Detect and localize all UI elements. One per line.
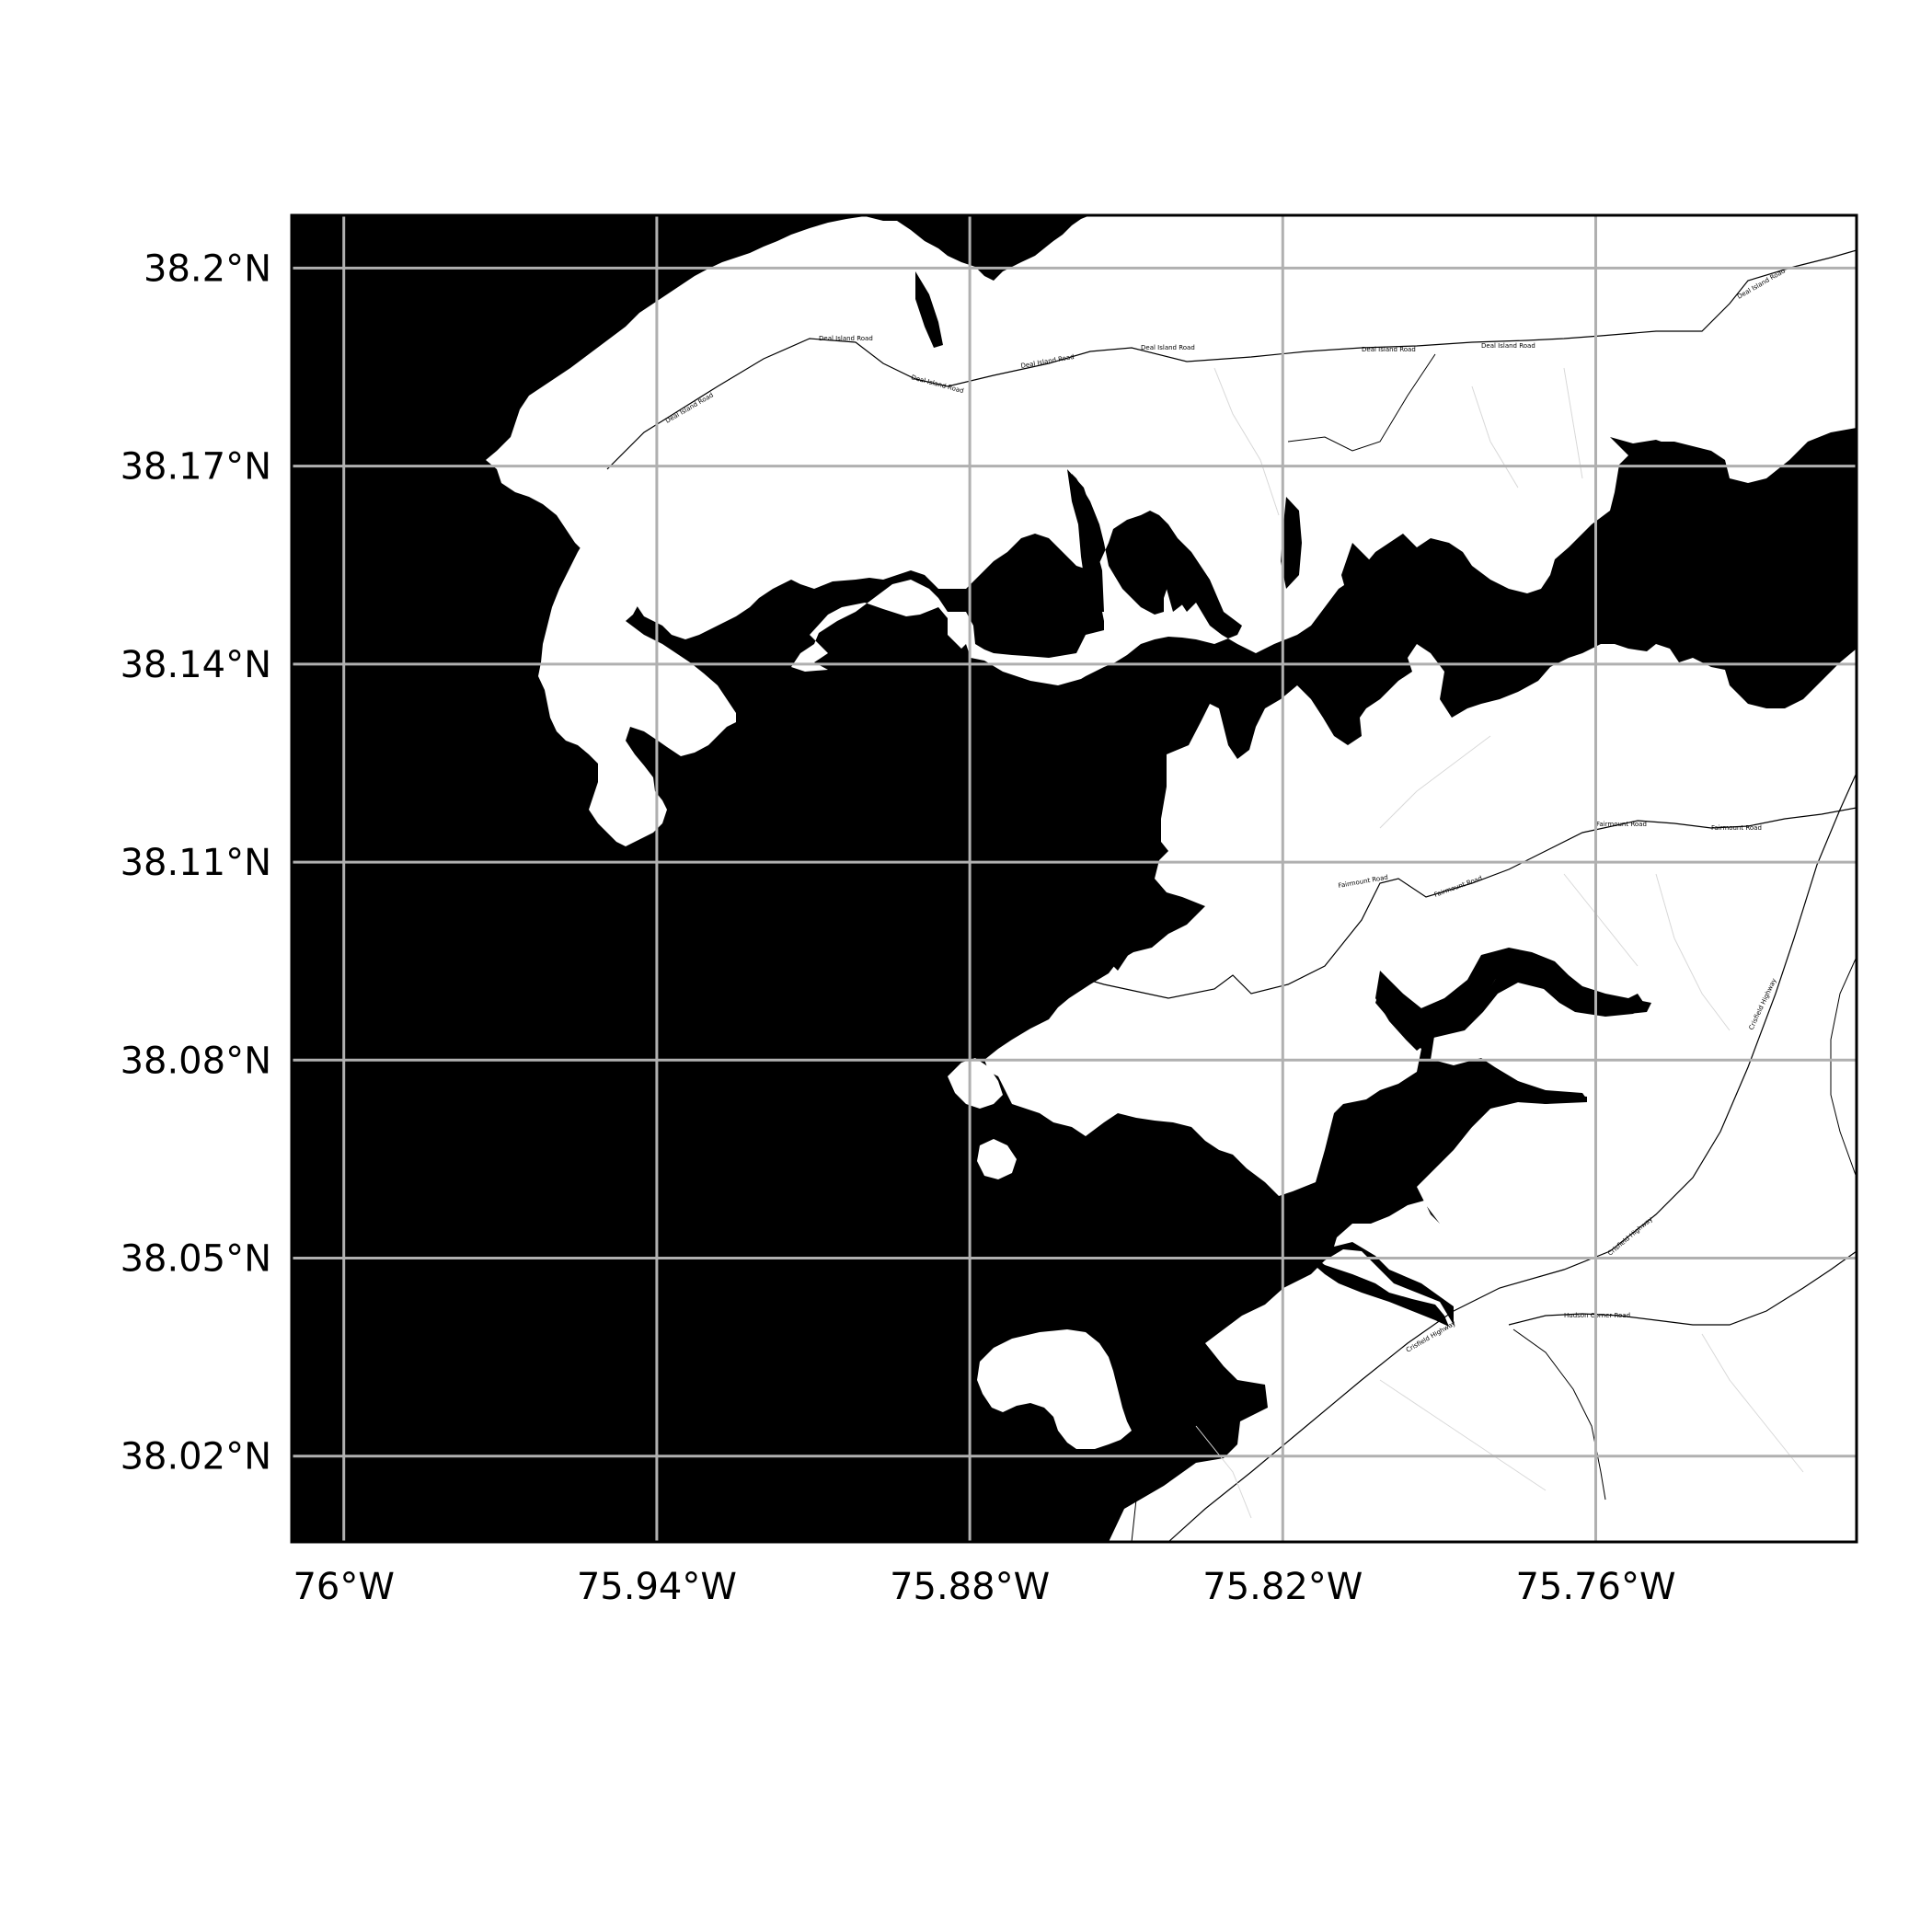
gridlines bbox=[292, 215, 1857, 1542]
south-island-land bbox=[977, 1329, 1132, 1449]
road-label: Hudson Corner Road bbox=[1564, 1312, 1630, 1319]
road-label: Deal Island Road bbox=[819, 335, 873, 342]
deal-island-road bbox=[606, 249, 1857, 470]
latitude-tick-labels: 38.2°N 38.17°N 38.14°N 38.11°N 38.08°N 38.05°… bbox=[121, 247, 271, 1478]
longitude-tick-label: 75.88°W bbox=[890, 1566, 1050, 1608]
hudson-corner-road bbox=[1508, 1250, 1857, 1326]
mainland-land bbox=[486, 215, 1857, 1542]
side-road-2 bbox=[1701, 431, 1857, 608]
latitude-tick-label: 38.17°N bbox=[121, 446, 271, 489]
map-frame bbox=[290, 213, 1858, 1544]
road-label: Deal Island Road bbox=[1362, 346, 1416, 353]
side-road-3 bbox=[1287, 353, 1436, 452]
side-road-5 bbox=[1131, 1462, 1142, 1542]
longitude-tick-label: 75.76°W bbox=[1515, 1566, 1675, 1608]
road-label: Fairmount Road bbox=[1596, 821, 1647, 828]
latitude-tick-label: 38.02°N bbox=[121, 1436, 271, 1478]
creek-water bbox=[915, 271, 1674, 1327]
road-label: Fairmount Road bbox=[1711, 824, 1762, 832]
longitude-tick-labels: 76°W 75.94°W 75.88°W 75.82°W 75.76°W bbox=[293, 1566, 1675, 1608]
latitude-tick-label: 38.08°N bbox=[121, 1040, 271, 1082]
road-network bbox=[606, 249, 1857, 1542]
south-island-land-2 bbox=[948, 1058, 1017, 1179]
minor-road-network bbox=[1195, 367, 1804, 1519]
road-label: Deal Island Road bbox=[1141, 344, 1195, 351]
map-plot-area: Deal Island Road Deal Island Road Deal I… bbox=[292, 215, 1857, 1542]
side-road-1 bbox=[1512, 1328, 1606, 1501]
west-island-land bbox=[538, 469, 736, 846]
latitude-tick-label: 38.11°N bbox=[121, 842, 271, 884]
fairmount-road bbox=[1039, 807, 1857, 999]
longitude-tick-label: 75.82°W bbox=[1202, 1566, 1363, 1608]
crisfield-highway bbox=[1167, 772, 1857, 1542]
side-road-4 bbox=[1830, 956, 1857, 1179]
longitude-tick-label: 75.94°W bbox=[577, 1566, 737, 1608]
longitude-tick-label: 76°W bbox=[293, 1566, 394, 1608]
latitude-tick-label: 38.2°N bbox=[144, 247, 271, 290]
latitude-tick-label: 38.14°N bbox=[121, 644, 271, 686]
latitude-tick-label: 38.05°N bbox=[121, 1238, 271, 1281]
road-label: Deal Island Road bbox=[1481, 342, 1535, 350]
